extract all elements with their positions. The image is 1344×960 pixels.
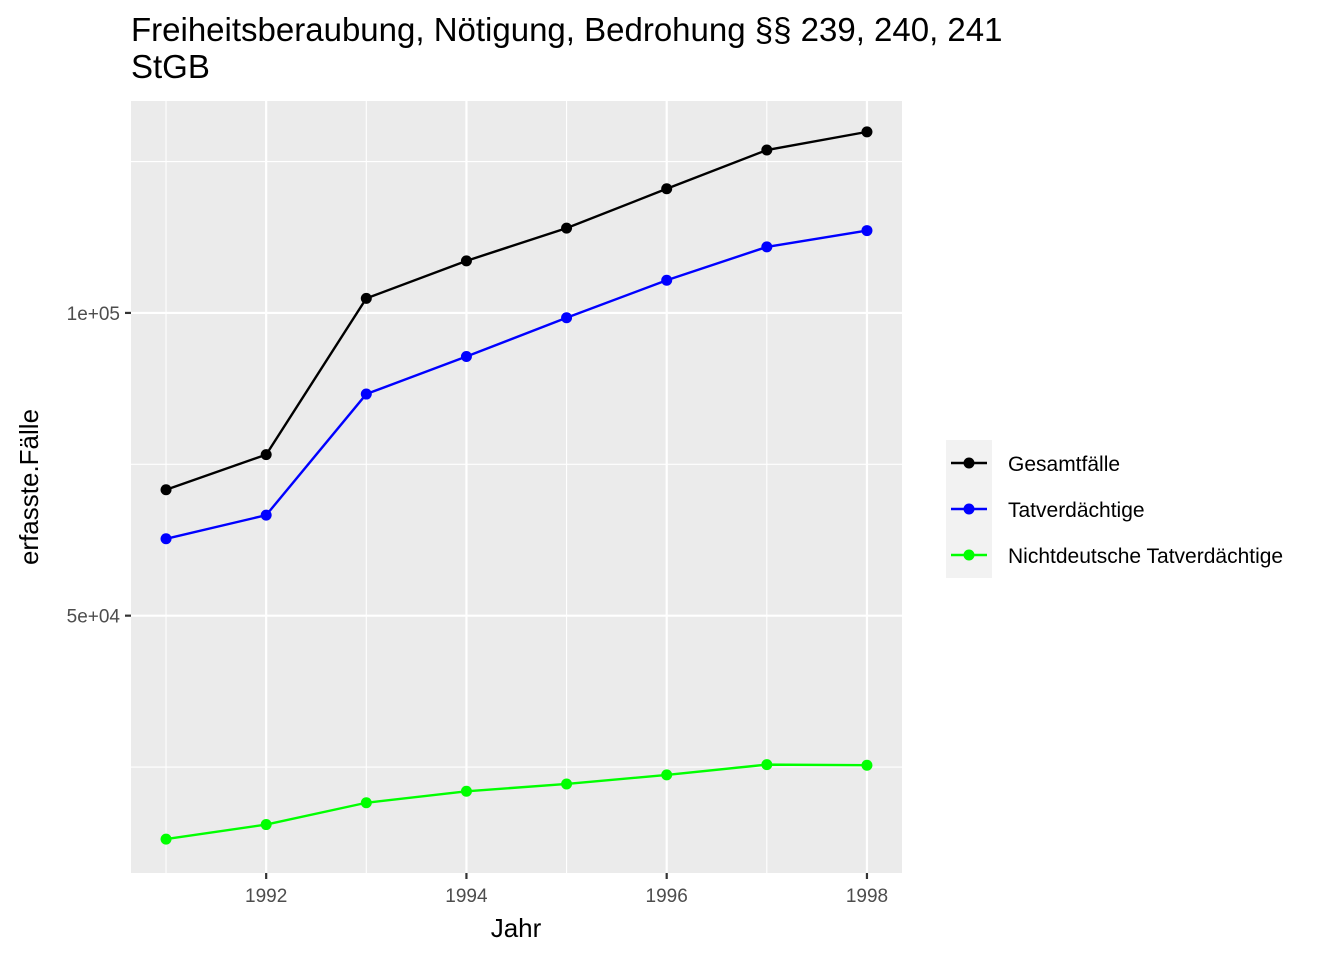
data-point: [460, 351, 472, 363]
series-line: [165, 763, 867, 841]
legend-item: Nichtdeutsche Tatverdächtige: [951, 545, 1283, 568]
x-axis-title: Jahr: [491, 913, 542, 943]
data-point: [761, 241, 773, 253]
data-point: [861, 126, 873, 138]
data-point: [861, 759, 873, 771]
legend: Gesamtfälle Tatverdächtige Nichtdeutsche T…: [946, 440, 1283, 578]
data-point: [360, 797, 372, 809]
series-line: [165, 130, 868, 491]
data-point: [661, 183, 673, 195]
data-point: [260, 449, 272, 461]
data-point: [561, 222, 573, 234]
legend-key-point: [963, 503, 975, 515]
series-2: [160, 225, 873, 545]
chart-title-line-2: StGB: [131, 48, 210, 85]
data-point: [160, 484, 172, 496]
series-line: [165, 229, 868, 540]
series-1: [160, 126, 873, 496]
data-point: [160, 833, 172, 845]
data-point: [561, 778, 573, 790]
x-tick-label: 1998: [846, 886, 888, 907]
x-tick-label: 1994: [445, 886, 488, 907]
legend-label: Gesamtfälle: [1008, 453, 1120, 476]
legend-key-point: [963, 549, 975, 561]
x-tick-label: 1996: [646, 886, 688, 907]
data-point: [861, 225, 873, 237]
legend-label: Nichtdeutsche Tatverdächtige: [1008, 545, 1283, 568]
y-axis-title: erfasste.Fälle: [14, 409, 44, 565]
legend-key-point: [963, 457, 975, 469]
data-point: [460, 785, 472, 797]
plot-panel: [131, 101, 902, 873]
legend-item: Tatverdächtige: [951, 499, 1145, 522]
data-point: [561, 312, 573, 324]
x-axis: 1992 1994 1996 1998: [245, 873, 888, 907]
legend-label: Tatverdächtige: [1008, 499, 1145, 522]
data-point: [360, 388, 372, 400]
y-axis: 5e+04 1e+05: [67, 304, 131, 628]
data-point: [360, 292, 372, 304]
data-point: [260, 509, 272, 521]
legend-item: Gesamtfälle: [951, 453, 1120, 476]
data-point: [160, 533, 172, 545]
data-point: [761, 759, 773, 771]
data-point: [661, 274, 673, 286]
x-tick-label: 1992: [245, 886, 287, 907]
data-point: [260, 819, 272, 831]
chart-title: Freiheitsberaubung, Nötigung, Bedrohung …: [131, 11, 1003, 48]
data-point: [661, 769, 673, 781]
series-layer: [160, 126, 873, 845]
y-tick-label: 5e+04: [67, 607, 121, 628]
series-3: [160, 759, 873, 845]
y-tick-label: 1e+05: [67, 304, 120, 325]
data-point: [460, 255, 472, 267]
data-point: [761, 144, 773, 156]
